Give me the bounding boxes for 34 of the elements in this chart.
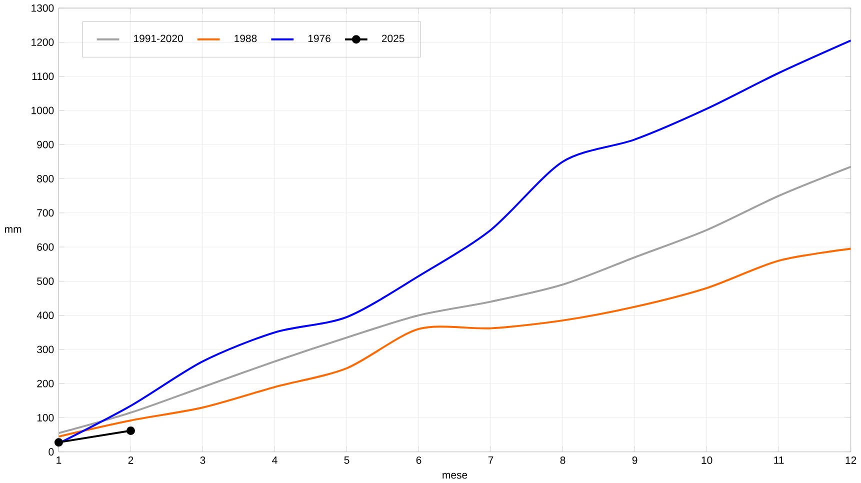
y-tick-label: 1000 (32, 106, 54, 114)
x-tick-label: 1 (56, 456, 62, 464)
x-tick-label: 12 (846, 456, 856, 464)
y-tick-label: 1200 (32, 38, 54, 46)
x-tick-label: 4 (272, 456, 278, 464)
x-axis-title: mese (442, 472, 468, 479)
legend-label: 1991-2020 (134, 34, 183, 42)
y-tick-label: 200 (37, 380, 54, 388)
x-tick-label: 2 (128, 456, 134, 464)
y-tick-label: 700 (37, 209, 54, 217)
legend-label: 1988 (234, 34, 257, 42)
legend-label: 2025 (382, 34, 404, 42)
y-tick-label: 1300 (32, 4, 54, 12)
x-tick-label: 9 (632, 456, 638, 464)
y-axis-title: mm (5, 227, 22, 233)
x-tick-label: 6 (416, 456, 422, 464)
legend-label: 1976 (308, 34, 330, 42)
y-tick-label: 600 (37, 243, 54, 251)
y-tick-label: 800 (37, 175, 54, 182)
line-series (58, 248, 851, 438)
x-tick-label: 8 (560, 456, 566, 464)
y-tick-label: 500 (37, 277, 54, 285)
x-tick-label: 5 (344, 456, 350, 464)
y-tick-label: 100 (37, 414, 54, 422)
y-tick-label: 1100 (32, 72, 54, 80)
line-series (58, 166, 851, 434)
y-tick-label: 300 (37, 346, 54, 354)
y-tick-label: 900 (37, 140, 54, 148)
y-tick-label: 400 (36, 312, 54, 320)
x-tick-label: 3 (200, 456, 206, 464)
x-tick-label: 10 (702, 456, 712, 464)
x-tick-label: 11 (774, 456, 784, 464)
y-tick-label: 0 (48, 448, 54, 456)
x-tick-label: 7 (488, 456, 494, 464)
